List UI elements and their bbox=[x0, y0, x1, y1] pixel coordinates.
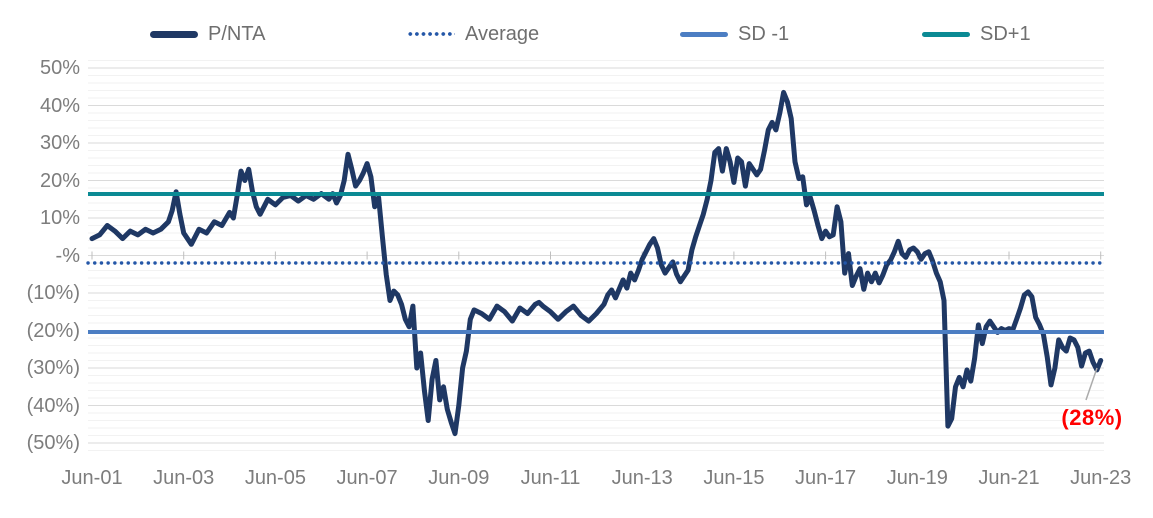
y-tick-label: (30%) bbox=[26, 357, 80, 379]
last-value-annotation: (28%) bbox=[1061, 405, 1123, 430]
x-tick-label: Jun-17 bbox=[795, 467, 857, 489]
y-tick-label: 30% bbox=[39, 132, 80, 154]
x-tick-label: Jun-07 bbox=[336, 467, 398, 489]
y-tick-label: 40% bbox=[39, 94, 80, 117]
x-tick-label: Jun-01 bbox=[61, 467, 123, 489]
y-tick-label: (10%) bbox=[26, 282, 80, 304]
legend-label: SD+1 bbox=[980, 22, 1031, 45]
y-tick-label: -% bbox=[55, 244, 80, 267]
y-tick-label: 10% bbox=[39, 207, 80, 229]
pnta-series-line bbox=[89, 89, 1104, 437]
annotation-leader-line bbox=[1085, 367, 1098, 401]
y-tick-label: (20%) bbox=[26, 319, 80, 342]
legend-item-p-nta: P/NTA bbox=[150, 21, 265, 47]
x-tick-label: Jun-23 bbox=[1070, 467, 1132, 489]
legend-swatch bbox=[150, 30, 198, 38]
x-tick-label: Jun-15 bbox=[703, 467, 765, 489]
legend-label: P/NTA bbox=[208, 22, 266, 45]
x-tick-label: Jun-19 bbox=[886, 467, 948, 489]
x-tick-label: Jun-13 bbox=[611, 467, 673, 489]
legend-swatch bbox=[922, 31, 970, 37]
x-tick-label: Jun-03 bbox=[153, 467, 215, 489]
x-tick-label: Jun-05 bbox=[244, 467, 306, 489]
legend-item-sd-1: SD+1 bbox=[922, 21, 1031, 47]
x-tick-label: Jun-21 bbox=[978, 467, 1040, 489]
y-tick-label: 20% bbox=[39, 169, 80, 192]
x-tick-label: Jun-11 bbox=[520, 467, 581, 489]
y-tick-label: (50%) bbox=[26, 432, 80, 454]
x-tick-label: Jun-09 bbox=[428, 467, 490, 489]
legend-item-average: Average bbox=[407, 21, 539, 47]
y-tick-label: 50% bbox=[39, 57, 80, 79]
legend-item-sd-1: SD -1 bbox=[680, 21, 789, 47]
y-tick-label: (40%) bbox=[26, 394, 80, 417]
legend-swatch bbox=[407, 32, 455, 36]
legend-label: Average bbox=[465, 22, 540, 45]
legend-label: SD -1 bbox=[738, 22, 790, 45]
legend-swatch bbox=[680, 31, 728, 37]
